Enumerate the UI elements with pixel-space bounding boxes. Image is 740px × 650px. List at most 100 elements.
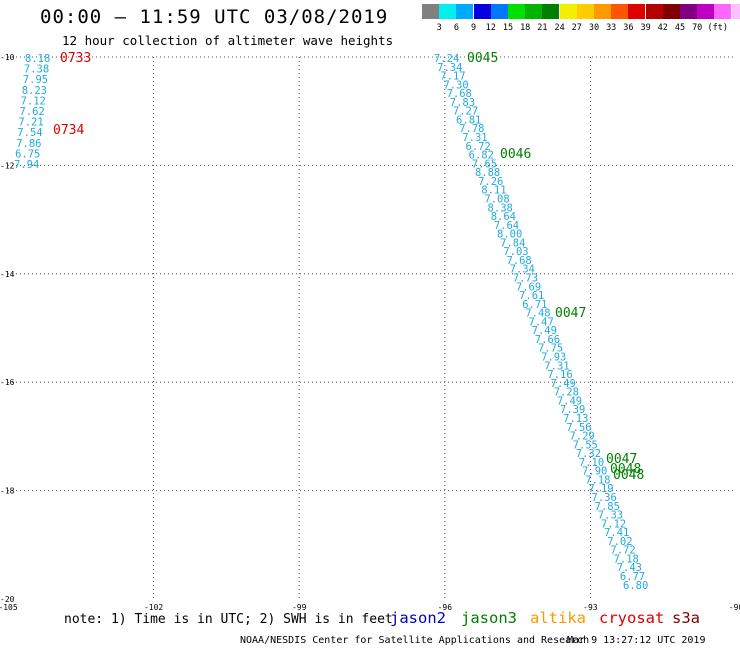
wave-height-value: 8.64 (491, 211, 516, 223)
wave-height-value: 7.61 (519, 290, 544, 302)
colorbar-swatch (456, 4, 474, 19)
generated-timestamp: Mar 9 13:27:12 UTC 2019 (567, 635, 706, 646)
colorbar-label: 12 (485, 23, 496, 33)
colorbar-swatch (542, 4, 560, 19)
wave-height-value: 7.94 (14, 159, 39, 171)
satellite-jason3: jason3 (461, 609, 517, 627)
wave-height-value: 7.49 (557, 395, 582, 407)
wave-height-value: 7.27 (453, 106, 478, 118)
wave-height-value: 7.54 (17, 127, 42, 139)
pass-time-label: 0047 (555, 306, 586, 321)
wave-height-value: 7.29 (569, 431, 594, 443)
wave-height-value: 7.24 (434, 53, 459, 65)
colorbar-swatch (473, 4, 491, 19)
wave-height-value: 7.33 (598, 510, 623, 522)
wave-height-value: 7.18 (585, 474, 610, 486)
pass-time-label: 0045 (467, 51, 498, 66)
wave-height-value: 7.43 (617, 562, 642, 574)
y-tick-label: -12 (0, 161, 15, 170)
wave-height-value: 8.88 (475, 167, 500, 179)
wave-height-value: 7.38 (24, 64, 49, 76)
wave-height-value: 7.34 (510, 264, 535, 276)
colorbar-label: 70 (692, 23, 703, 33)
credit-text: NOAA/NESDIS Center for Satellite Applica… (240, 635, 590, 646)
wave-height-value: 7.64 (494, 220, 519, 232)
colorbar-swatch (422, 4, 439, 19)
colorbar-label: 39 (640, 23, 651, 33)
wave-height-value: 7.62 (20, 106, 45, 118)
wave-height-value: 6.81 (456, 114, 481, 126)
colorbar-unit: (ft) (707, 23, 728, 33)
x-tick-label: -102 (144, 603, 163, 612)
wave-height-value: 7.85 (595, 501, 620, 513)
colorbar-label: 42 (657, 23, 668, 33)
colorbar-swatch (594, 4, 611, 19)
satellite-jason2: jason2 (390, 609, 446, 627)
wave-height-value: 7.02 (607, 536, 632, 548)
wave-height-value: 7.08 (484, 193, 509, 205)
wave-height-value: 7.31 (462, 132, 487, 144)
x-tick-label: -99 (292, 603, 307, 612)
colorbar-label: 21 (537, 23, 548, 33)
pass-time-label: 0733 (60, 51, 91, 66)
pass-time-label: 0048 (613, 468, 644, 483)
wave-height-value: 8.18 (25, 53, 50, 65)
wave-height-value: 7.19 (588, 483, 613, 495)
wave-height-value: 7.68 (506, 255, 531, 267)
page-title: 00:00 – 11:59 UTC 03/08/2019 (40, 6, 389, 28)
wave-height-value: 7.39 (560, 404, 585, 416)
wave-height-value: 7.55 (573, 439, 598, 451)
colorbar-swatch (628, 4, 646, 19)
x-tick-label: -96 (438, 603, 453, 612)
pass-time-label: 0734 (53, 123, 84, 138)
wave-height-value: 7.28 (554, 387, 579, 399)
wave-height-value: 7.12 (601, 518, 626, 530)
wave-height-value: 7.17 (440, 71, 465, 83)
satellite-cryosat: cryosat (599, 609, 665, 627)
note-text: note: 1) Time is in UTC; 2) SWH is in fe… (64, 612, 393, 627)
pass-time-label: 0046 (500, 147, 531, 162)
map-grid (8, 56, 736, 599)
wave-height-value: 7.18 (614, 553, 639, 565)
wave-height-value: 6.80 (623, 580, 648, 592)
wave-height-value: 7.30 (443, 79, 468, 91)
wave-height-value: 7.16 (547, 369, 572, 381)
y-tick-label: -18 (0, 487, 15, 496)
colorbar-swatch (508, 4, 525, 19)
wave-height-value: 8.11 (481, 185, 506, 197)
wave-height-value: 7.56 (566, 422, 591, 434)
colorbar-label: 33 (606, 23, 617, 33)
wave-height-value: 7.36 (592, 492, 617, 504)
colorbar-swatch (525, 4, 543, 19)
wave-height-value: 7.75 (538, 343, 563, 355)
axis-tick-labels: -105 -102 -99 -96 -93 -90 -10 -12 -14 -16 -18 -20 (0, 53, 740, 612)
wave-height-value: 7.31 (544, 360, 569, 372)
colorbar-swatch (645, 4, 663, 19)
satellite-s3a: s3a (672, 609, 700, 627)
colorbar-swatch (559, 4, 577, 19)
y-tick-label: -14 (0, 270, 15, 279)
colorbar-swatch (439, 4, 457, 19)
wave-height-value: 7.73 (513, 273, 538, 285)
wave-height-value: 6.82 (469, 150, 494, 162)
wave-height-value: 7.49 (551, 378, 576, 390)
wave-height-value: 7.95 (23, 74, 48, 86)
colorbar-label: 27 (571, 23, 582, 33)
wave-height-value: 7.49 (532, 325, 557, 337)
wave-height-value: 7.41 (604, 527, 629, 539)
colorbar-swatch (714, 4, 732, 19)
colorbar-label: 3 (436, 23, 442, 33)
colorbar-label: 15 (502, 23, 514, 33)
x-tick-label: -105 (0, 603, 18, 612)
wave-height-value: 7.86 (16, 138, 41, 150)
wave-height-value: 7.78 (459, 123, 484, 135)
satellite-altika: altika (530, 609, 586, 627)
wave-height-value: 8.23 (22, 85, 47, 97)
wave-height-value: 7.48 (525, 308, 550, 320)
wave-height-value: 7.13 (563, 413, 588, 425)
wave-height-value: 8.00 (497, 229, 522, 241)
wave-height-value: 7.26 (478, 176, 503, 188)
wave-height-value: 7.90 (582, 466, 607, 478)
